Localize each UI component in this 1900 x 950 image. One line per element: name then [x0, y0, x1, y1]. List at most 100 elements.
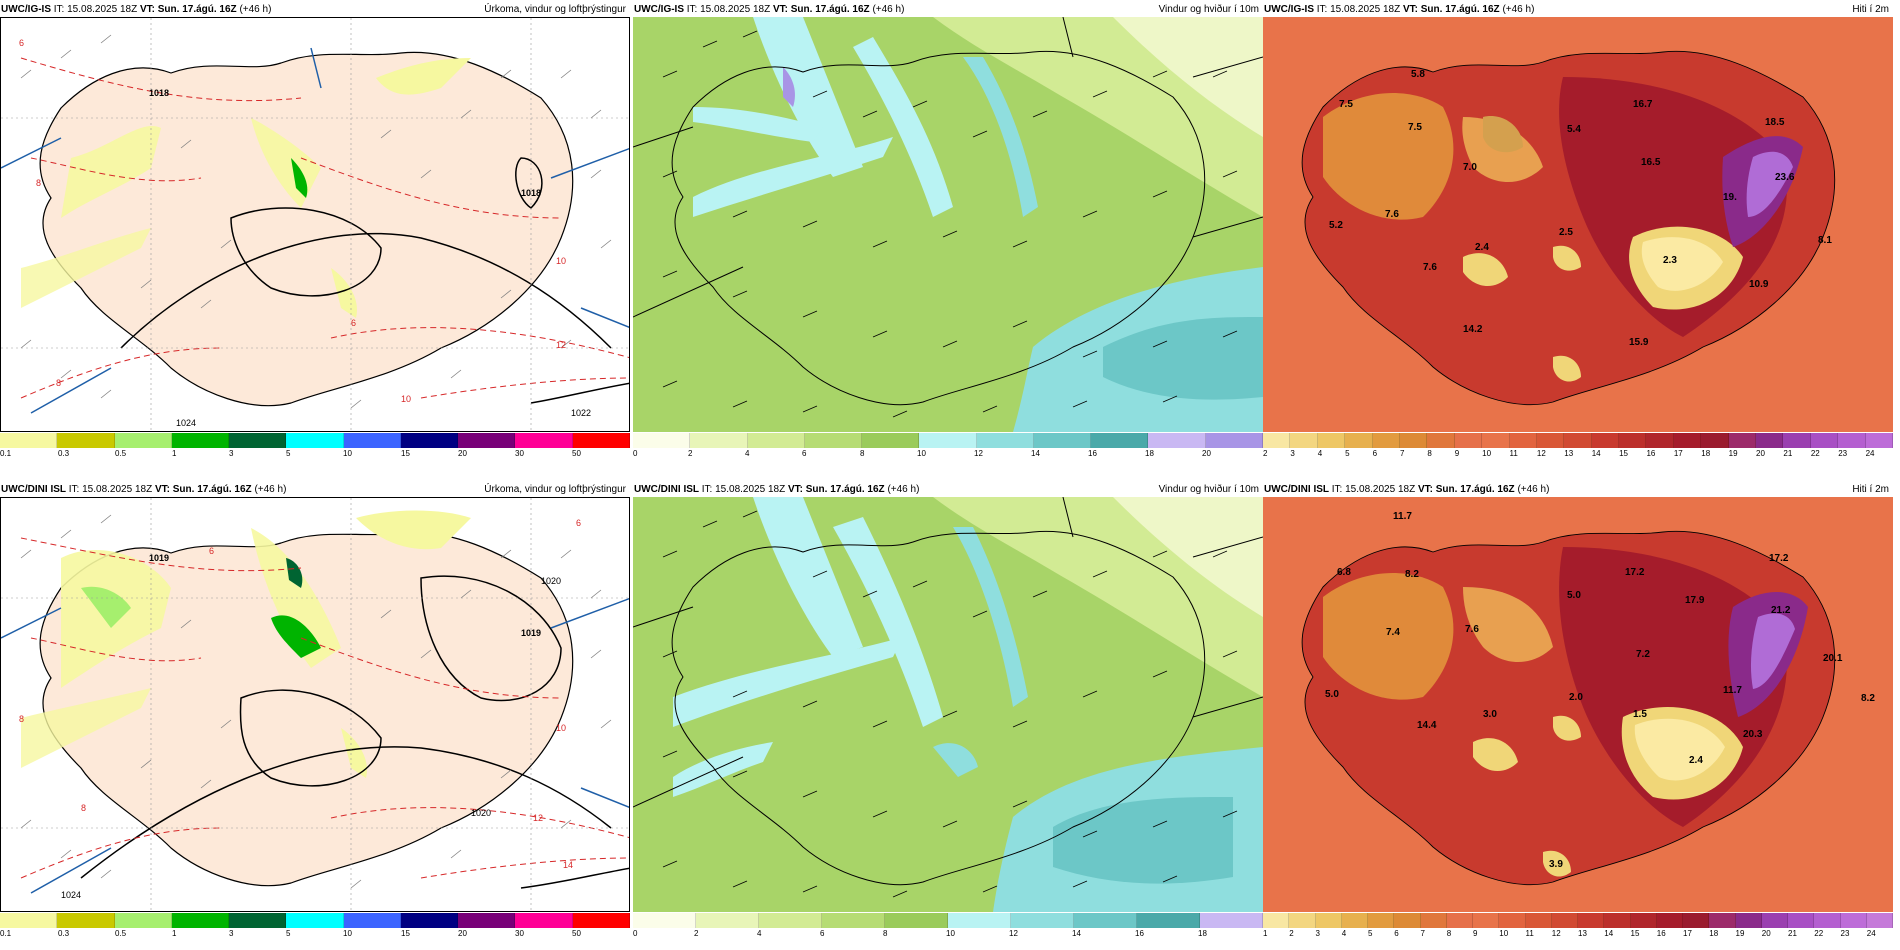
temperature-value: 5.0 [1325, 689, 1339, 700]
wind-colorbar [633, 433, 1263, 448]
temperature-value: 17.2 [1625, 567, 1645, 578]
temperature-value: 7.0 [1463, 162, 1477, 173]
isobar-label: 1020 [541, 576, 562, 586]
color-swatch [1564, 433, 1592, 448]
color-swatch [1345, 433, 1373, 448]
color-swatch [1756, 433, 1784, 448]
high-pressure-marker: 1019 [521, 628, 542, 638]
tick-label: 23 [1838, 449, 1848, 458]
color-swatch [343, 433, 401, 448]
color-swatch [1783, 433, 1811, 448]
color-swatch [171, 433, 230, 448]
tick-label: 12 [1536, 449, 1546, 458]
temperature-value: 2.0 [1569, 692, 1583, 703]
color-swatch [1368, 913, 1395, 928]
temperature-value: 2.5 [1559, 227, 1573, 238]
tick-label: 7 [1420, 929, 1425, 938]
tick-label: 8 [1446, 929, 1452, 938]
tick-label: 14 [1604, 929, 1614, 938]
tick-label: 30 [515, 449, 524, 458]
temperature-value: 10.9 [1749, 279, 1769, 290]
tick-label: 15 [1630, 929, 1640, 938]
isobar-label: 1022 [571, 408, 592, 418]
tick-label: 1 [172, 449, 177, 458]
temperature-value: 17.2 [1769, 553, 1789, 564]
temperature-value: 2.3 [1663, 255, 1677, 266]
tick-label: 6 [820, 929, 825, 938]
temperature-value: 20.1 [1823, 653, 1843, 664]
temperature-contour-label: 12 [556, 340, 567, 350]
temperature-contour-label: 8 [81, 803, 87, 813]
temperature-colorbar-ticks: 1 2 3 4 5 6 7 8 9 10 11 12 13 14 15 16 17 18 19 20 21 22 23 24 [1263, 929, 1893, 939]
tick-label: 30 [515, 929, 524, 938]
tick-label: 20 [458, 929, 467, 938]
temperature-value: 7.5 [1339, 99, 1353, 110]
color-swatch [1394, 913, 1421, 928]
color-swatch [1315, 913, 1342, 928]
color-swatch [1814, 913, 1841, 928]
color-swatch [1482, 433, 1510, 448]
tick-label: 4 [745, 449, 750, 458]
color-swatch [1838, 433, 1866, 448]
precip-colorbar-ticks: 0.1 0.3 0.5 1 3 5 10 15 20 30 50 [0, 929, 630, 939]
color-swatch [1473, 913, 1500, 928]
color-swatch [1656, 913, 1683, 928]
color-swatch [976, 433, 1034, 448]
tick-label: 0.5 [115, 449, 127, 458]
tick-label: 0.1 [0, 929, 12, 938]
temperature-value: 7.5 [1408, 122, 1422, 133]
tick-label: 14 [1072, 929, 1081, 938]
color-swatch [885, 913, 948, 928]
color-swatch [1735, 913, 1762, 928]
color-swatch [1709, 913, 1736, 928]
color-swatch [1372, 433, 1400, 448]
color-swatch [633, 433, 691, 448]
tick-label: 5 [1368, 929, 1373, 938]
wind-colorbar [633, 913, 1263, 928]
color-swatch [1148, 433, 1206, 448]
temperature-value: 23.6 [1775, 172, 1795, 183]
tick-label: 8 [1427, 449, 1432, 458]
color-swatch [572, 913, 630, 928]
tick-label: 2 [1263, 449, 1268, 458]
temperature-contour-label: 8 [56, 378, 62, 388]
temperature-contour-label: 6 [209, 546, 215, 556]
temperature-contour-label: 8 [36, 178, 42, 188]
color-swatch [1091, 433, 1149, 448]
temperature-value: 14.2 [1463, 324, 1483, 335]
tick-label: 6 [802, 449, 807, 458]
temperature-map: 11.7 6.8 8.2 17.2 17.2 5.0 17.9 7.6 21.2… [1263, 497, 1893, 912]
wind-colorbar-ticks: 0 2 4 6 8 10 12 14 16 18 [633, 929, 1263, 939]
temperature-value: 3.9 [1549, 859, 1563, 870]
tick-label: 10 [1499, 929, 1509, 938]
tick-label: 10 [343, 929, 352, 938]
precip-colorbar [0, 913, 630, 928]
tick-label: 3 [1315, 929, 1320, 938]
tick-label: 19 [1728, 449, 1738, 458]
color-swatch [1866, 913, 1893, 928]
color-swatch [114, 433, 172, 448]
panel-variable-title: Vindur og hviður í 10m [1158, 4, 1259, 15]
run-info: UWC/IG-IS IT: 15.08.2025 18Z VT: Sun. 17… [1264, 4, 1535, 15]
tick-label: 12 [974, 449, 983, 458]
color-swatch [57, 433, 115, 448]
tick-label: 3 [1290, 449, 1295, 458]
tick-label: 24 [1866, 929, 1876, 938]
wind-colorbar-ticks: 0 2 4 6 8 10 12 14 16 18 20 [633, 449, 1263, 459]
color-swatch [1646, 433, 1674, 448]
color-swatch [0, 433, 58, 448]
tick-label: 3 [229, 929, 234, 938]
temperature-value: 11.7 [1723, 685, 1742, 696]
color-swatch [1761, 913, 1788, 928]
temperature-map: 5.8 7.5 7.5 16.7 18.5 5.4 16.5 7.0 23.6 … [1263, 17, 1893, 432]
color-swatch [1536, 433, 1565, 448]
color-swatch [57, 913, 115, 928]
color-swatch [1578, 913, 1605, 928]
tick-label: 50 [572, 929, 581, 938]
run-info: UWC/DINI ISL IT: 15.08.2025 18Z VT: Sun.… [1, 484, 287, 495]
precip-panel-row1: UWC/IG-IS IT: 15.08.2025 18Z VT: Sun. 17… [0, 0, 630, 460]
color-swatch [1551, 913, 1578, 928]
color-swatch [343, 913, 401, 928]
temperature-value: 11.7 [1393, 511, 1412, 522]
tick-label: 0.1 [0, 449, 12, 458]
